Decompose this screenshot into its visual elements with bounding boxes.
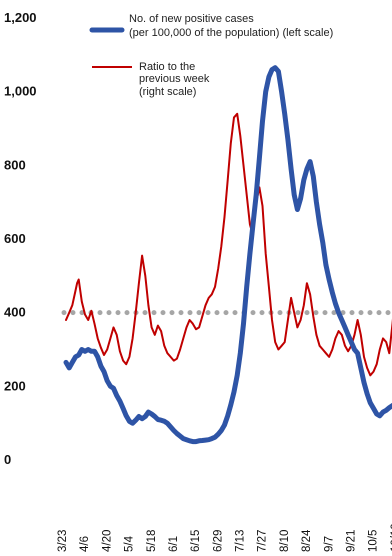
x-tick-label: 7/13 xyxy=(235,530,247,552)
y-tick-label: 0 xyxy=(4,452,11,467)
x-tick-label: 4/20 xyxy=(101,530,113,552)
legend-label-ratio-line3: (right scale) xyxy=(139,86,196,98)
y-tick-label: 800 xyxy=(4,157,26,172)
legend-label-ratio-line1: Ratio to the xyxy=(139,61,195,73)
x-tick-label: 7/27 xyxy=(257,530,269,552)
legend-label-ratio: Ratio to the previous week (right scale) xyxy=(139,61,212,98)
y-tick-label: 400 xyxy=(4,305,26,320)
x-tick-label: 8/10 xyxy=(279,530,291,552)
legend-label-cases-line1: No. of new positive cases xyxy=(129,13,254,25)
legend-label-cases-line2: (per 100,000 of the population) (left sc… xyxy=(129,27,333,39)
x-tick-label: 10/19 xyxy=(390,523,392,552)
x-tick-label: 8/24 xyxy=(301,529,313,552)
x-tick-label: 6/29 xyxy=(212,530,224,552)
x-tick-label: 5/18 xyxy=(146,530,158,552)
x-axis: 3/23 4/6 4/20 5/4 5/18 6/1 6/15 6/29 7/13 7/27 8/1… xyxy=(57,523,392,552)
y-tick-label: 1,200 xyxy=(4,10,37,25)
x-tick-label: 9/7 xyxy=(323,536,335,552)
x-tick-label: 3/23 xyxy=(57,530,69,552)
legend-label-ratio-line2: previous week xyxy=(139,73,210,85)
legend: No. of new positive cases (per 100,000 o… xyxy=(89,13,333,98)
y-axis: 1,200 1,000 800 600 400 200 0 xyxy=(4,10,37,467)
x-tick-label: 10/5 xyxy=(368,530,380,552)
x-tick-label: 9/21 xyxy=(345,530,357,552)
y-tick-label: 1,000 xyxy=(4,84,37,99)
x-tick-label: 6/15 xyxy=(190,530,202,552)
plot-area xyxy=(61,65,392,445)
legend-label-cases: No. of new positive cases (per 100,000 o… xyxy=(129,13,333,39)
y-tick-label: 200 xyxy=(4,378,26,393)
x-tick-label: 5/4 xyxy=(124,535,136,552)
x-tick-label: 4/6 xyxy=(79,536,91,552)
series-line-ratio xyxy=(65,112,392,377)
y-tick-label: 600 xyxy=(4,231,26,246)
x-tick-label: 6/1 xyxy=(168,536,180,552)
series-line-new-cases xyxy=(63,65,392,445)
